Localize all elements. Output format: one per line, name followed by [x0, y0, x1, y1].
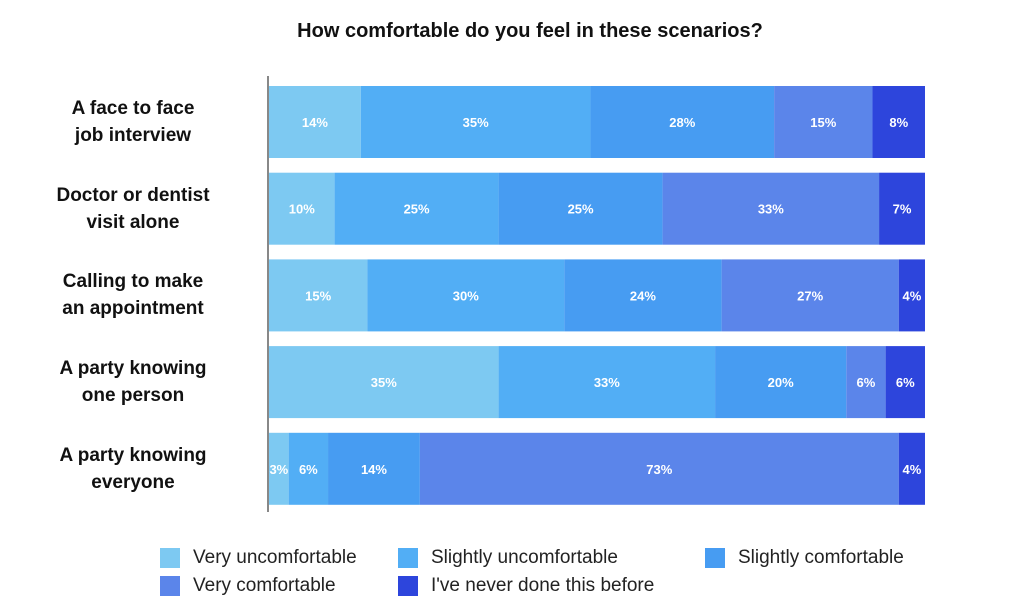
legend-item: Very uncomfortable	[160, 544, 357, 572]
data-label: 7%	[893, 202, 912, 217]
category-label: Doctor or dentist visit alone	[56, 184, 210, 233]
data-label: 6%	[299, 462, 318, 477]
chart-title: How comfortable do you feel in these sce…	[297, 20, 763, 42]
bar-segment	[367, 259, 565, 332]
data-label: 6%	[896, 375, 915, 390]
legend-label: Very uncomfortable	[193, 547, 357, 568]
data-label: 4%	[902, 462, 921, 477]
data-label: 8%	[889, 115, 908, 130]
bar-segment	[590, 86, 775, 158]
bar-segment	[879, 172, 925, 245]
category-label: A party knowing everyone	[59, 444, 207, 493]
bar-segment	[360, 86, 591, 158]
data-label: 24%	[630, 288, 656, 303]
category-label: A party knowing one person	[59, 358, 207, 407]
legend-swatch	[398, 548, 418, 568]
legend: Very uncomfortable Slightly uncomfortable…	[160, 544, 980, 604]
data-label: 25%	[404, 202, 430, 217]
bar-segment	[498, 172, 663, 245]
legend-swatch	[398, 576, 418, 596]
legend-item: Slightly comfortable	[705, 544, 904, 572]
data-label: 28%	[669, 115, 695, 130]
data-label: 25%	[568, 202, 594, 217]
legend-label: I've never done this before	[431, 575, 655, 596]
legend-swatch	[160, 548, 180, 568]
data-label: 35%	[463, 115, 489, 130]
bar-segment	[269, 346, 499, 419]
legend-label: Very comfortable	[193, 575, 336, 596]
bar-segment	[898, 259, 925, 332]
legend-item: Very comfortable	[160, 572, 336, 600]
data-label: 14%	[302, 115, 328, 130]
data-label: 30%	[453, 288, 479, 303]
data-label: 4%	[902, 288, 921, 303]
data-label: 35%	[371, 375, 397, 390]
legend-item: Slightly uncomfortable	[398, 544, 618, 572]
category-label: Calling to make an appointment	[62, 271, 204, 320]
data-label: 6%	[857, 375, 876, 390]
data-label: 33%	[758, 202, 784, 217]
bar-segment	[898, 432, 925, 505]
bar-segment	[662, 172, 880, 245]
bar-segment	[846, 346, 886, 419]
bar-segment	[564, 259, 722, 332]
data-label: 27%	[797, 288, 823, 303]
bar-segment	[269, 432, 289, 505]
data-label: 33%	[594, 375, 620, 390]
data-label: 14%	[361, 462, 387, 477]
data-label: 3%	[269, 462, 288, 477]
bar-segment	[269, 259, 368, 332]
bar-segment	[721, 259, 899, 332]
bar-segment	[715, 346, 847, 419]
legend-swatch	[160, 576, 180, 596]
bar-segment	[269, 86, 361, 158]
data-label: 20%	[768, 375, 794, 390]
legend-item: I've never done this before	[398, 572, 654, 600]
bar-segment	[498, 346, 716, 419]
bar-segment	[334, 172, 499, 245]
bar-segment	[419, 432, 899, 505]
bar-segment	[269, 172, 335, 245]
data-label: 15%	[810, 115, 836, 130]
bar-segment	[328, 432, 420, 505]
bar-segment	[872, 86, 925, 158]
legend-label: Slightly uncomfortable	[431, 547, 618, 568]
legend-label: Slightly comfortable	[738, 547, 904, 568]
bar-segment	[288, 432, 329, 505]
data-label: 10%	[289, 202, 315, 217]
category-label: A face to face job interview	[71, 98, 195, 146]
data-label: 73%	[646, 462, 672, 477]
bar-segment	[774, 86, 873, 158]
bar-segment	[885, 346, 925, 419]
data-label: 15%	[305, 288, 331, 303]
legend-swatch	[705, 548, 725, 568]
